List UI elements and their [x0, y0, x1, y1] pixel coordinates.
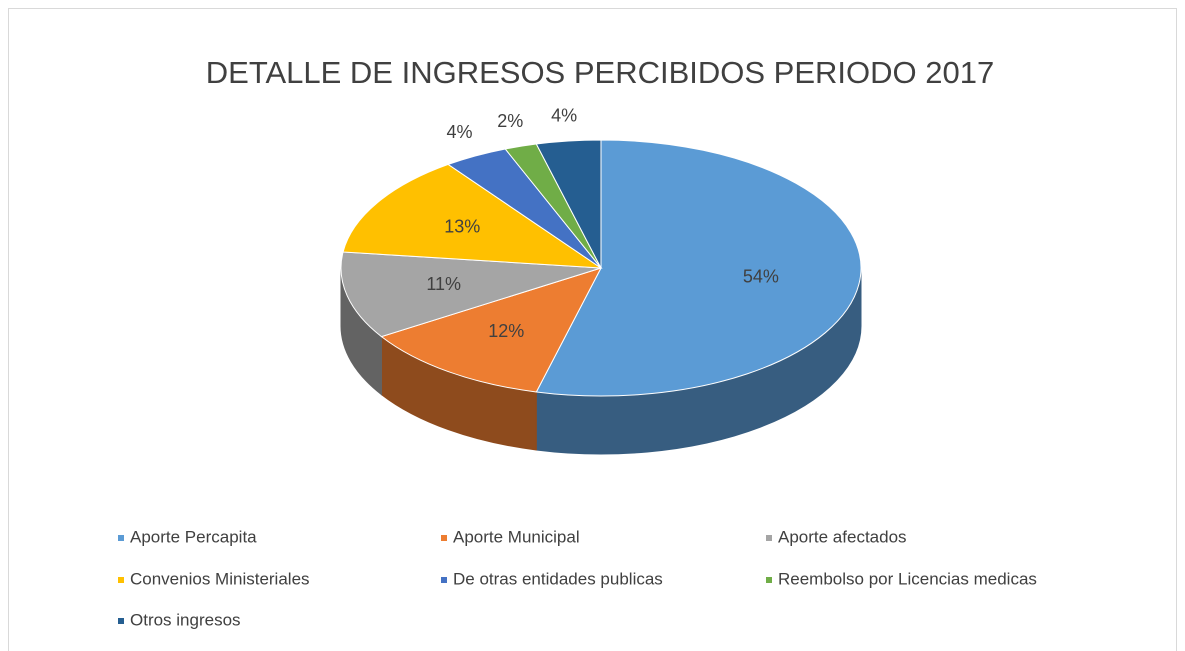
slice — [342, 163, 603, 269]
slice — [535, 139, 602, 269]
slice — [380, 267, 603, 393]
legend-label: Otros ingresos — [130, 610, 241, 629]
legend-marker — [766, 535, 772, 541]
chart-title: DETALLE DE INGRESOS PERCIBIDOS PERIODO 2… — [206, 55, 994, 90]
legend-marker — [766, 577, 772, 583]
legend-marker — [118, 535, 124, 541]
data-label: 54% — [743, 267, 779, 287]
legend-marker — [441, 535, 447, 541]
data-label: 11% — [426, 274, 461, 294]
legend-marker — [118, 618, 124, 624]
legend-label: Convenios Ministeriales — [130, 569, 310, 588]
legend-label: Aporte Municipal — [453, 527, 580, 546]
data-label: 12% — [488, 321, 524, 341]
legend-label: Aporte Percapita — [130, 527, 257, 546]
legend-marker — [441, 577, 447, 583]
data-label: 2% — [497, 111, 523, 131]
data-label: 4% — [446, 122, 472, 142]
slice — [340, 251, 602, 338]
legend-label: Reembolso por Licencias medicas — [778, 569, 1037, 588]
legend-label: De otras entidades publicas — [453, 569, 663, 588]
legend-label: Aporte afectados — [778, 527, 907, 546]
legend-marker — [118, 577, 124, 583]
slice — [535, 139, 862, 397]
data-label: 13% — [444, 216, 480, 236]
data-label: 4% — [551, 105, 577, 125]
